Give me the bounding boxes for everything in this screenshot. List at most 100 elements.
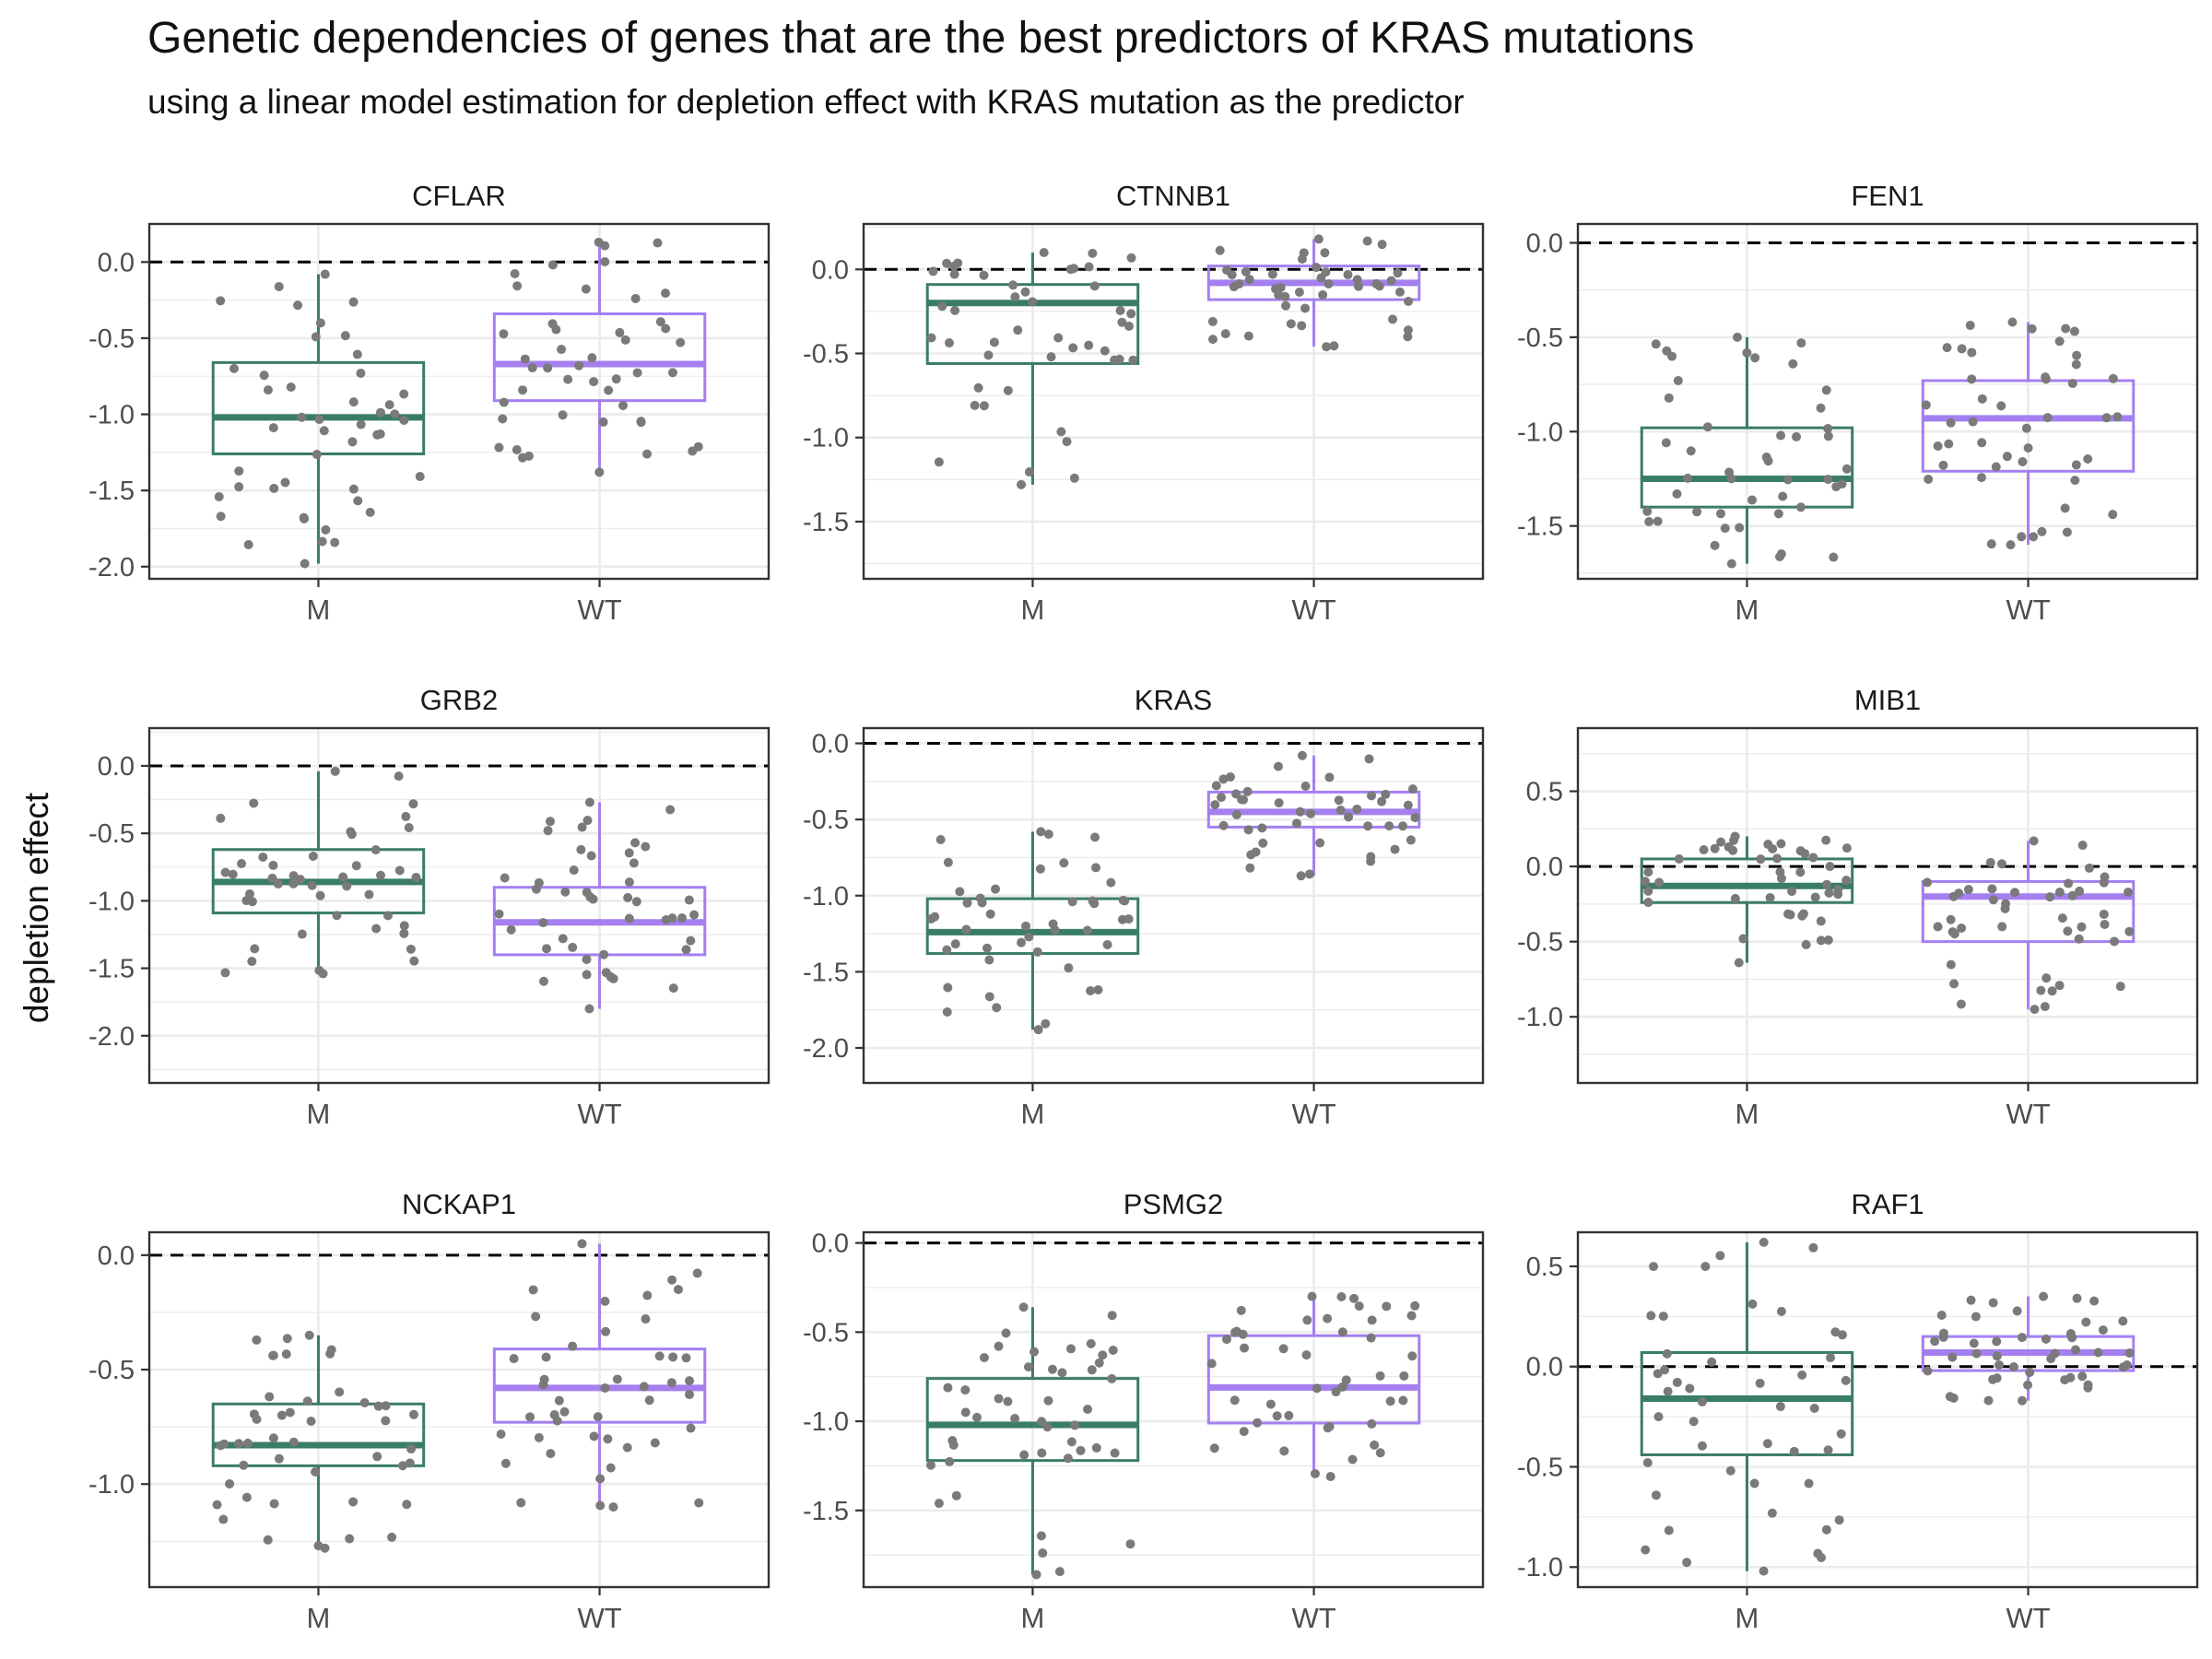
data-point [1258, 838, 1268, 848]
data-point [2067, 890, 2077, 900]
data-point [2083, 1380, 2093, 1390]
data-point [1672, 1377, 1682, 1387]
data-point [1084, 262, 1094, 272]
y-tick-label: -0.5 [88, 324, 135, 354]
data-point [630, 293, 641, 303]
data-point [249, 798, 259, 808]
data-point [546, 1449, 556, 1459]
data-point [1644, 516, 1654, 526]
data-point [1407, 784, 1418, 794]
data-point [1651, 1490, 1661, 1500]
x-tick-label-m: M [1735, 1602, 1759, 1634]
data-point [234, 466, 244, 477]
data-point [401, 811, 411, 821]
data-point [520, 354, 530, 364]
data-point [1320, 248, 1330, 258]
data-point [668, 983, 678, 994]
data-point [611, 374, 621, 384]
panel-title-grb2: GRB2 [420, 684, 498, 716]
data-point [332, 911, 342, 921]
data-point [1923, 1366, 1933, 1376]
data-point [667, 913, 677, 924]
data-point [1923, 877, 1933, 888]
data-point [1229, 282, 1239, 292]
data-point [1944, 439, 1954, 449]
y-tick-label: -0.5 [803, 339, 849, 369]
data-point [506, 924, 516, 935]
data-point [263, 385, 273, 395]
data-point [1036, 827, 1046, 837]
data-point [258, 852, 268, 862]
data-point [1767, 1508, 1777, 1518]
data-point [942, 945, 952, 955]
panel-title-cflar: CFLAR [412, 180, 506, 212]
data-point [1841, 464, 1852, 474]
data-point [1018, 1302, 1029, 1312]
y-tick-label: 0.5 [1526, 778, 1563, 807]
data-point [308, 851, 318, 861]
data-point [1257, 823, 1267, 833]
data-point [1278, 1344, 1288, 1354]
y-tick-label: 0.0 [1526, 229, 1563, 258]
data-point [1755, 1378, 1765, 1388]
data-point [372, 1452, 382, 1462]
data-point [1992, 1373, 2002, 1383]
panel-title-fen1: FEN1 [1851, 180, 1924, 212]
data-point [1086, 1338, 1096, 1348]
data-point [2060, 503, 2070, 513]
y-tick-label: -1.5 [803, 1497, 849, 1526]
data-point [527, 363, 537, 373]
data-point [1222, 265, 1232, 276]
data-point [960, 1407, 971, 1418]
data-point [1948, 891, 1959, 901]
data-point [1823, 1445, 1833, 1455]
data-point [1646, 1311, 1656, 1321]
y-tick-label: -0.5 [88, 1356, 135, 1385]
data-point [1664, 1525, 1674, 1535]
data-point [1949, 979, 1959, 989]
data-point [1735, 523, 1745, 533]
data-point [1225, 771, 1235, 782]
data-point [415, 471, 425, 481]
data-point [1825, 1353, 1835, 1363]
data-point [1406, 835, 1416, 845]
data-point [1271, 284, 1281, 294]
data-point [589, 377, 599, 387]
data-point [1310, 1468, 1320, 1478]
data-point [983, 350, 994, 360]
data-point [311, 1467, 321, 1477]
data-point [315, 890, 325, 900]
data-point [606, 1463, 616, 1473]
data-point [342, 881, 352, 891]
data-point [259, 371, 269, 381]
data-point [353, 496, 363, 506]
data-point [297, 929, 307, 939]
data-point [320, 269, 330, 279]
data-point [1997, 922, 2007, 932]
data-point [1070, 1420, 1080, 1430]
data-point [1245, 863, 1255, 873]
data-point [1792, 431, 1802, 441]
data-point [375, 429, 385, 439]
data-point [2023, 442, 2033, 453]
data-point [1343, 270, 1353, 280]
data-point [399, 415, 409, 425]
data-point [543, 826, 553, 836]
data-point [2050, 1348, 2060, 1359]
data-point [945, 1456, 955, 1466]
data-point [587, 353, 597, 363]
data-point [1778, 491, 1788, 501]
data-point [2072, 1293, 2082, 1303]
data-point [269, 1499, 279, 1509]
data-point [2030, 1005, 2040, 1015]
data-point [247, 897, 257, 907]
data-point [387, 1532, 397, 1542]
data-point [661, 288, 671, 299]
data-point [554, 1395, 564, 1406]
data-point [1318, 289, 1328, 300]
data-point [1724, 841, 1734, 852]
data-point [539, 1374, 549, 1384]
data-point [1692, 507, 1702, 517]
panel-title-raf1: RAF1 [1851, 1188, 1924, 1220]
data-point [600, 1296, 610, 1306]
